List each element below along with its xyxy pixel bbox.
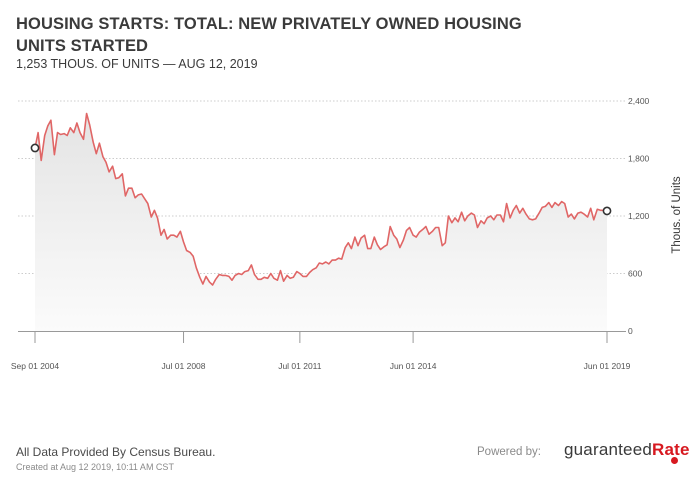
x-axis-ticks: Sep 01 2004 Jul 01 2008 Jul 01 2011 Jun 01 … [11,331,631,371]
series-area-fill [35,113,607,331]
brand-logo-dot-icon [671,457,678,464]
chart-title: HOUSING STARTS: TOTAL: NEW PRIVATELY OWN… [16,15,522,55]
housing-starts-chart: 0 600 1,200 1,800 2,400 Sep 01 2004 Jul 01 20… [11,96,683,371]
series-start-marker[interactable] [30,143,40,153]
y-tick-label: 600 [628,269,642,279]
y-tick-label: 2,400 [628,96,650,106]
y-tick-label: 0 [628,326,633,336]
x-tick-label: Sep 01 2004 [11,361,59,371]
series-line[interactable] [34,112,608,286]
x-tick-label: Jun 01 2019 [584,361,631,371]
created-timestamp: Created at Aug 12 2019, 10:11 AM CST [16,462,174,472]
x-tick-label: Jul 01 2011 [278,361,322,371]
powered-by-label: Powered by: [477,446,541,458]
chart-subtitle: 1,253 THOUS. OF UNITS — AUG 12, 2019 [16,57,258,71]
brand-logo-text: guaranteed [564,440,653,459]
x-tick-label: Jul 01 2008 [162,361,206,371]
brand-logo[interactable]: guaranteedRate [564,440,690,460]
y-axis-ticks: 0 600 1,200 1,800 2,400 [628,96,650,336]
brand-logo-accent: Rate [652,440,690,459]
y-tick-label: 1,200 [628,211,650,221]
data-source-note: All Data Provided By Census Bureau. [16,445,216,459]
x-tick-label: Jun 01 2014 [390,361,437,371]
y-tick-label: 1,800 [628,154,650,164]
series-end-marker[interactable] [602,206,612,216]
y-axis-label: Thous. of Units [671,176,683,254]
